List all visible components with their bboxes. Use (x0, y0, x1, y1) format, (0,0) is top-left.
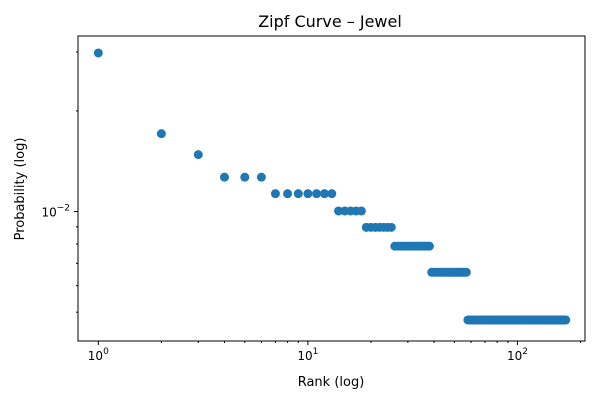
data-point (193, 150, 203, 160)
data-point (561, 315, 571, 325)
data-point (93, 48, 103, 58)
x-axis-label: Rank (log) (298, 375, 365, 390)
x-axis: 100 101 102 (88, 341, 582, 363)
data-point (256, 172, 266, 182)
plot-frame (77, 35, 586, 342)
data-point (424, 241, 434, 251)
data-point (270, 189, 280, 199)
data-point (156, 129, 166, 139)
data-points (93, 48, 571, 325)
chart-title: Zipf Curve – Jewel (258, 12, 402, 31)
data-point (303, 189, 313, 199)
x-tick-label: 102 (507, 347, 528, 363)
data-point (356, 206, 366, 216)
data-point (283, 189, 293, 199)
data-point (312, 189, 322, 199)
data-point (293, 189, 303, 199)
x-tick-label: 100 (88, 347, 109, 363)
data-point (461, 267, 471, 277)
data-point (327, 189, 337, 199)
data-point (386, 222, 396, 232)
data-point (219, 172, 229, 182)
y-tick-label: 10−2 (41, 204, 70, 220)
data-point (240, 172, 250, 182)
x-tick-label: 101 (297, 347, 318, 363)
y-axis-label: Probability (log) (13, 138, 28, 241)
data-point (334, 206, 344, 216)
y-axis: 10−2 (41, 51, 78, 313)
data-point (319, 189, 329, 199)
